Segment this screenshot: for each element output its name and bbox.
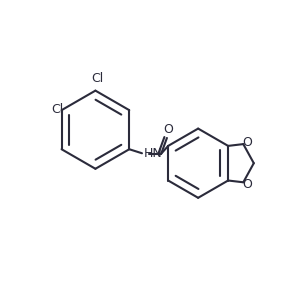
Text: O: O bbox=[242, 178, 252, 191]
Text: Cl: Cl bbox=[51, 103, 64, 115]
Text: O: O bbox=[242, 136, 252, 149]
Text: O: O bbox=[163, 123, 173, 136]
Text: HN: HN bbox=[144, 147, 162, 160]
Text: Cl: Cl bbox=[91, 72, 104, 85]
